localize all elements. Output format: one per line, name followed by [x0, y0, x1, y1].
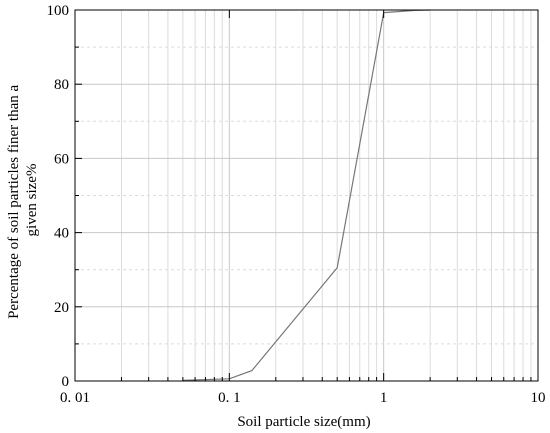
x-axis-title: Soil particle size(mm) [237, 414, 370, 430]
x-tick-labels: 0. 01 0. 1 1 10 [60, 390, 546, 406]
x-tick-label: 1 [380, 390, 388, 406]
y-axis-title-line-2: given size% [24, 164, 40, 237]
y-tick-label: 80 [54, 77, 69, 93]
axis-ticks [75, 9, 532, 382]
y-tick-label: 20 [54, 300, 69, 316]
y-tick-labels: 0 20 40 60 80 100 [47, 3, 70, 390]
y-axis-title: Percentage of soil particles finer than … [6, 81, 40, 319]
x-tick-label: 10 [531, 390, 546, 406]
x-tick-label: 0. 1 [218, 390, 241, 406]
plot-frame [74, 9, 539, 382]
y-tick-label: 100 [47, 3, 70, 19]
y-tick-label: 0 [62, 374, 70, 390]
grid-lines [75, 10, 538, 381]
y-tick-label: 40 [54, 226, 69, 242]
y-axis-title-line-1: Percentage of soil particles finer than … [6, 85, 22, 319]
x-tick-label: 0. 01 [60, 390, 90, 406]
y-tick-label: 60 [54, 151, 69, 167]
